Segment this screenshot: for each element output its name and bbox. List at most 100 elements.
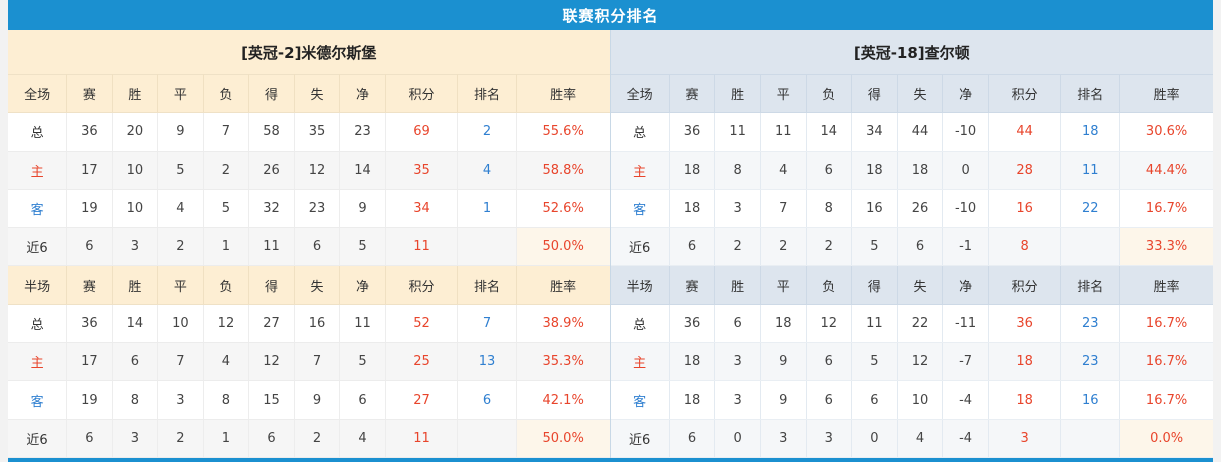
cell-ga: 6 — [897, 227, 944, 267]
table-row: 总 36 11 11 14 34 44 -10 44 18 30.6% — [610, 112, 1213, 152]
cell-draw: 4 — [157, 189, 204, 229]
cell-draw: 11 — [760, 112, 807, 152]
cell-ga: 12 — [294, 151, 341, 190]
row-label: 客 — [610, 189, 670, 229]
column-header-3: 负 — [806, 73, 853, 114]
cell-win: 10 — [112, 189, 159, 229]
cell-winrate: 55.6% — [516, 112, 610, 152]
cell-played: 36 — [669, 304, 716, 344]
row-label: 客 — [8, 380, 68, 420]
column-header-6: 净 — [339, 265, 386, 305]
cell-points: 8 — [988, 227, 1062, 267]
table-row: 近6 6 3 2 1 11 6 5 11 50.0% — [8, 227, 610, 267]
cell-ga: 18 — [897, 151, 944, 190]
column-header-7: 积分 — [385, 265, 459, 305]
column-header-2: 平 — [157, 73, 204, 114]
cell-loss: 7 — [203, 112, 250, 152]
cell-gf: 5 — [851, 227, 898, 267]
column-header-3: 负 — [203, 265, 250, 305]
column-header-7: 积分 — [988, 265, 1062, 305]
cell-winrate: 30.6% — [1119, 112, 1213, 152]
cell-ga: 9 — [294, 380, 341, 420]
cell-gf: 11 — [248, 227, 295, 267]
column-header-9: 胜率 — [1119, 265, 1213, 305]
section-label-half: 半场 — [8, 265, 68, 305]
cell-win: 3 — [714, 380, 761, 420]
cell-win: 10 — [112, 151, 159, 190]
table-row: 客 18 3 9 6 6 10 -4 18 16 16.7% — [610, 380, 1213, 420]
cell-gf: 6 — [248, 419, 295, 459]
stats-table-right: 全场赛胜平负得失净积分 排名 胜率总 36 11 11 14 34 44 -10 44 18 30.6%… — [610, 73, 1213, 459]
table-row: 总 36 20 9 7 58 35 23 69 2 55.6% — [8, 112, 610, 152]
column-header-9: 胜率 — [516, 265, 610, 305]
column-header-5: 失 — [294, 265, 341, 305]
cell-rank: 4 — [457, 151, 517, 190]
row-label: 主 — [610, 342, 670, 382]
cell-loss: 4 — [203, 342, 250, 382]
table-row: 主 18 8 4 6 18 18 0 28 11 44.4% — [610, 151, 1213, 190]
cell-gd: 11 — [339, 304, 386, 344]
cell-loss: 8 — [203, 380, 250, 420]
team-panel-left: [英冠-2]米德尔斯堡 全场赛胜平负得失净积分 排名 胜率总 36 20 9 7 58 35 23… — [8, 30, 611, 459]
column-header-5: 失 — [294, 73, 341, 114]
cell-gd: 4 — [339, 419, 386, 459]
cell-played: 18 — [669, 189, 716, 229]
cell-draw: 2 — [157, 419, 204, 459]
column-header-1: 胜 — [112, 73, 159, 114]
cell-draw: 4 — [760, 151, 807, 190]
row-label: 近6 — [610, 419, 670, 459]
cell-loss: 12 — [806, 304, 853, 344]
row-label: 近6 — [8, 419, 68, 459]
row-label: 近6 — [8, 227, 68, 267]
column-header-9: 胜率 — [1119, 73, 1213, 114]
cell-ga: 12 — [897, 342, 944, 382]
cell-loss: 12 — [203, 304, 250, 344]
column-header-row: 全场赛胜平负得失净积分 排名 胜率 — [8, 73, 610, 114]
cell-played: 17 — [66, 151, 113, 190]
cell-points: 18 — [988, 380, 1062, 420]
column-header-row: 全场赛胜平负得失净积分 排名 胜率 — [610, 73, 1213, 114]
cell-gf: 32 — [248, 189, 295, 229]
cell-win: 3 — [714, 189, 761, 229]
cell-gd: 0 — [942, 151, 989, 190]
column-header-6: 净 — [942, 73, 989, 114]
cell-gd: -10 — [942, 112, 989, 152]
cell-points: 27 — [385, 380, 459, 420]
cell-played: 6 — [66, 419, 113, 459]
team-panel-right: [英冠-18]查尔顿 全场赛胜平负得失净积分 排名 胜率总 36 11 11 14 34 44-… — [610, 30, 1213, 459]
column-header-6: 净 — [942, 265, 989, 305]
cell-points: 69 — [385, 112, 459, 152]
cell-draw: 2 — [157, 227, 204, 267]
cell-rank: 22 — [1060, 189, 1121, 229]
cell-played: 19 — [66, 189, 113, 229]
column-header-6: 净 — [339, 73, 386, 114]
cell-winrate: 38.9% — [516, 304, 610, 344]
cell-gd: -11 — [942, 304, 989, 344]
column-header-8: 排名 — [1060, 73, 1121, 114]
row-label: 总 — [8, 304, 68, 344]
column-header-1: 胜 — [112, 265, 159, 305]
cell-rank — [457, 227, 517, 267]
table-row: 近6 6 3 2 1 6 2 4 11 50.0% — [8, 419, 610, 459]
row-label: 总 — [8, 112, 68, 152]
cell-points: 44 — [988, 112, 1062, 152]
cell-rank: 16 — [1060, 380, 1121, 420]
column-header-4: 得 — [248, 265, 295, 305]
cell-ga: 16 — [294, 304, 341, 344]
cell-rank: 6 — [457, 380, 517, 420]
cell-loss: 5 — [203, 189, 250, 229]
table-row: 总 36 6 18 12 11 22 -11 36 23 16.7% — [610, 304, 1213, 344]
cell-winrate: 58.8% — [516, 151, 610, 190]
cell-loss: 8 — [806, 189, 853, 229]
cell-rank: 18 — [1060, 112, 1121, 152]
table-row: 客 18 3 7 8 16 26 -10 16 22 16.7% — [610, 189, 1213, 229]
cell-winrate: 33.3% — [1119, 227, 1213, 267]
section-label-full: 全场 — [610, 73, 670, 114]
cell-rank — [1060, 419, 1121, 459]
cell-gd: 6 — [339, 380, 386, 420]
page-title-bar: 联赛积分排名 — [8, 0, 1213, 30]
cell-draw: 3 — [760, 419, 807, 459]
cell-ga: 10 — [897, 380, 944, 420]
table-row: 客 19 8 3 8 15 9 6 27 6 42.1% — [8, 380, 610, 420]
